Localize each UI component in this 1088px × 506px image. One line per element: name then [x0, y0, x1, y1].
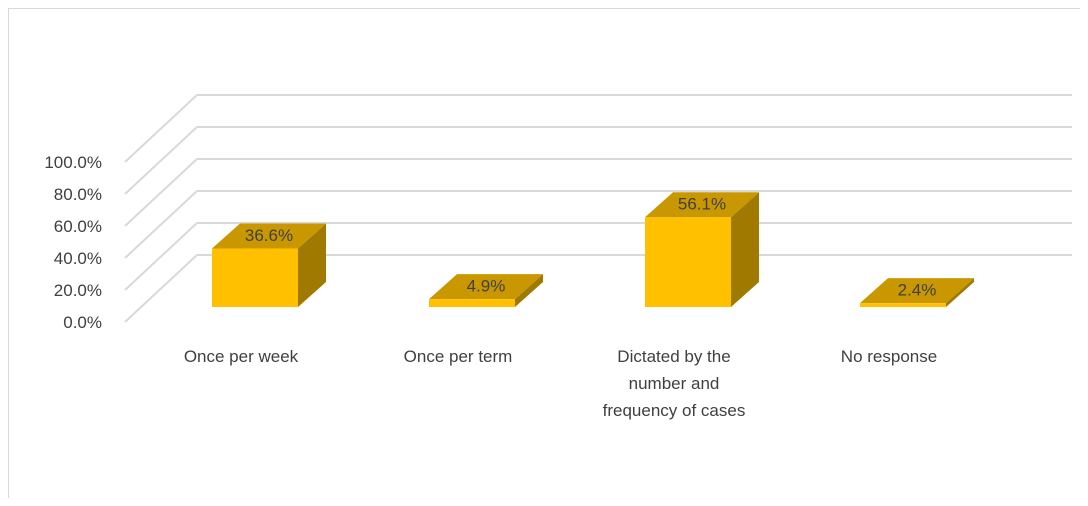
data-labels: 36.6% 4.9% 56.1% 2.4% — [245, 195, 936, 300]
y-tick-label: 80.0% — [54, 185, 102, 204]
gridline — [124, 126, 1072, 195]
data-label: 36.6% — [245, 226, 293, 245]
bar-front — [429, 299, 515, 307]
y-tick-label: 20.0% — [54, 281, 102, 300]
bars — [212, 192, 974, 307]
bar-side — [515, 274, 543, 307]
bar-side — [946, 278, 974, 307]
bar-front — [212, 248, 298, 307]
category-label: Once per week — [184, 347, 299, 366]
bar — [860, 278, 974, 307]
bar-top — [645, 192, 759, 218]
bar — [645, 192, 759, 307]
bar — [212, 223, 326, 307]
y-tick-label: 100.0% — [44, 153, 102, 172]
bar-side — [298, 223, 326, 307]
gridlines — [124, 94, 1072, 323]
category-label: Once per term — [404, 347, 513, 366]
gridline — [124, 190, 1072, 259]
data-label: 4.9% — [467, 277, 506, 296]
bar-side — [731, 192, 759, 307]
bar-front — [860, 303, 946, 307]
bar — [429, 274, 543, 307]
bar-front — [645, 217, 731, 307]
bar-top — [860, 278, 974, 304]
category-label: Dictated by the number and frequency of ca… — [603, 347, 746, 420]
category-labels: Once per week Once per term Dictated by th… — [184, 347, 937, 420]
y-tick-label: 60.0% — [54, 217, 102, 236]
y-tick-label: 40.0% — [54, 249, 102, 268]
data-label: 2.4% — [898, 281, 937, 300]
y-tick-label: 0.0% — [63, 313, 102, 332]
chart-frame — [8, 8, 1080, 498]
gridline — [124, 222, 1072, 291]
gridline — [124, 254, 1072, 323]
bar-top — [212, 223, 326, 249]
category-label: No response — [841, 347, 937, 366]
data-label: 56.1% — [678, 195, 726, 214]
gridline — [124, 158, 1072, 227]
gridline — [124, 94, 1072, 163]
bar-top — [429, 274, 543, 300]
y-axis-ticks: 0.0% 20.0% 40.0% 60.0% 80.0% 100.0% — [44, 153, 102, 332]
